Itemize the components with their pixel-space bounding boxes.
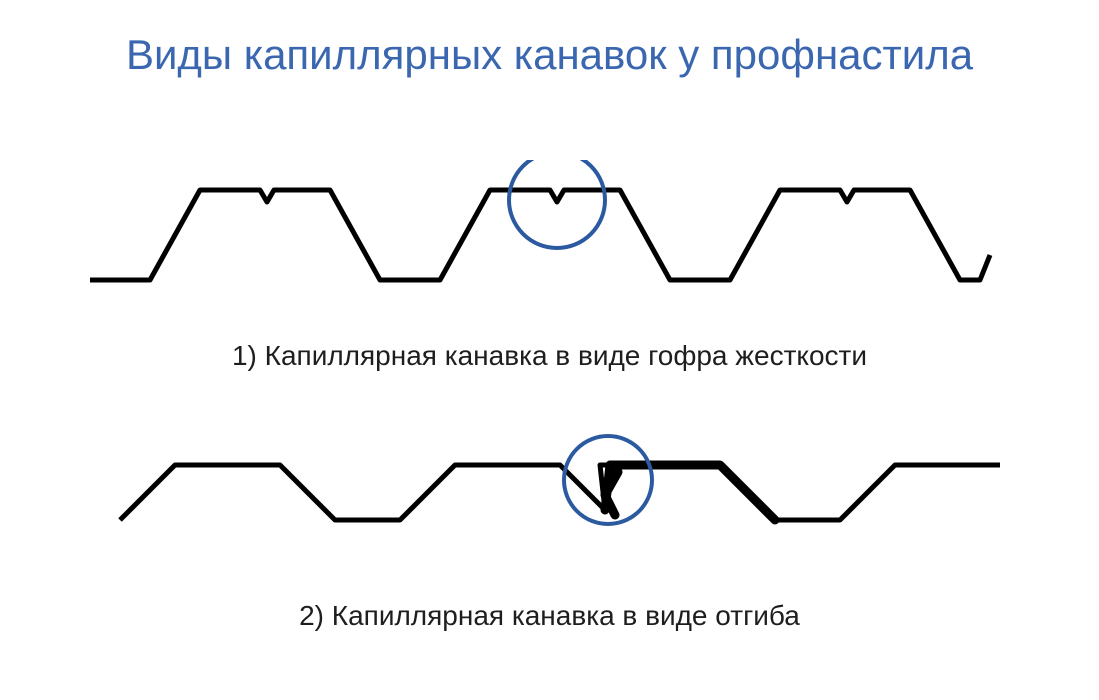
profile-2-thick-overlap bbox=[605, 465, 775, 520]
profile-2-path bbox=[120, 465, 1000, 520]
profile-2-svg bbox=[0, 410, 1099, 570]
profile-1-svg bbox=[0, 160, 1099, 320]
diagram-title: Виды капиллярных канавок у профнастила bbox=[0, 30, 1099, 80]
diagram-canvas: Виды капиллярных канавок у профнастила 1… bbox=[0, 0, 1099, 700]
caption-1: 1) Капиллярная канавка в виде гофра жест… bbox=[0, 340, 1099, 372]
caption-2: 2) Капиллярная канавка в виде отгиба bbox=[0, 600, 1099, 632]
profile-1-path bbox=[90, 190, 990, 280]
